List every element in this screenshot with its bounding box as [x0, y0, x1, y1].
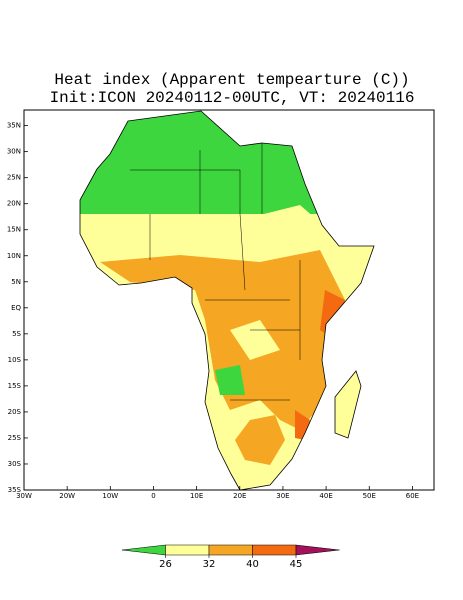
x-tick-label: 10W	[102, 492, 118, 500]
y-tick-label: 30S	[8, 460, 22, 468]
y-tick-label: 30N	[7, 148, 21, 156]
y-tick-label: 5N	[11, 278, 21, 286]
colorbar: 26 32 40 45	[121, 544, 340, 570]
y-tick-label: 35N	[7, 122, 21, 130]
colorbar-label: 40	[246, 559, 259, 570]
x-tick-label: 60E	[406, 492, 419, 500]
madagascar	[334, 370, 362, 439]
colorbar-swatch	[165, 544, 210, 556]
x-tick-label: 40E	[319, 492, 332, 500]
colorbar-label: 32	[203, 559, 216, 570]
colorbar-swatch	[295, 544, 340, 556]
x-tick-label: 0	[151, 492, 155, 500]
y-tick-label: 35S	[8, 486, 22, 494]
colorbar-label: 26	[159, 559, 172, 570]
colorbar-label: 45	[290, 559, 303, 570]
x-tick-label: 30E	[276, 492, 289, 500]
x-tick-label: 30W	[16, 492, 32, 500]
x-tick-label: 20E	[233, 492, 246, 500]
y-tick-label: 10N	[7, 252, 21, 260]
colorbar-swatch	[208, 544, 253, 556]
axis-ticks: 30W 20W 10W 0 10E 20E 30E 40E 50E 60E 35N 30N 25N 20N…	[7, 122, 419, 500]
y-tick-label: 25S	[8, 434, 22, 442]
subtitle: Init:ICON 20240112-00UTC, VT: 20240116	[50, 89, 415, 107]
colorbar-swatch	[121, 544, 166, 556]
y-tick-label: EQ	[11, 304, 21, 312]
title: Heat index (Apparent tempearture (C))	[54, 71, 409, 89]
x-tick-label: 20W	[59, 492, 75, 500]
colorbar-swatch	[252, 544, 297, 556]
y-tick-label: 5S	[12, 330, 21, 338]
y-tick-label: 10S	[8, 356, 22, 364]
y-tick-label: 20N	[7, 200, 21, 208]
x-tick-label: 10E	[190, 492, 203, 500]
x-tick-label: 50E	[363, 492, 376, 500]
y-tick-label: 15N	[7, 226, 21, 234]
y-tick-label: 20S	[8, 408, 22, 416]
y-tick-label: 25N	[7, 174, 21, 182]
borders	[130, 143, 301, 401]
y-tick-label: 15S	[8, 382, 22, 390]
